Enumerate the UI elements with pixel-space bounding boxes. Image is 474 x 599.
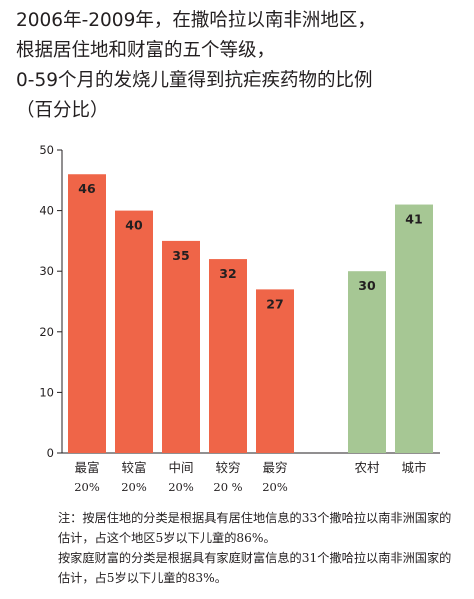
y-tick-label: 10 <box>39 385 54 399</box>
bar-value-label: 35 <box>172 248 189 263</box>
title-line-4: （百分比） <box>16 100 109 121</box>
footnote: 注：按居住地的分类是根据具有居住地信息的33个撒哈拉以南非洲国家的估计，占这个地… <box>58 508 463 588</box>
x-category-share-label: 20% <box>168 480 194 494</box>
bar-wealth <box>256 289 294 453</box>
y-tick-label: 50 <box>39 143 54 157</box>
bar-chart: 0 10 20 30 40 50 46 最富 20% 40 较富 20% 35 中间 20% 32 较穷 20 %… <box>39 143 440 494</box>
y-tick-label: 30 <box>39 264 54 278</box>
x-category-label: 较富 <box>121 460 146 475</box>
footnote-wealth: 按家庭财富的分类是根据具有家庭财富信息的31个撒哈拉以南非洲国家的估计，占5岁以… <box>58 551 452 585</box>
title-line-1: 2006年-2009年，在撒哈拉以南非洲地区， <box>16 10 376 31</box>
bar-residence <box>348 271 386 453</box>
title-line-2: 根据居住地和财富的五个等级， <box>16 40 276 61</box>
x-category-share-label: 20% <box>121 480 147 494</box>
bar-value-label: 40 <box>125 218 143 233</box>
bar-wealth <box>209 259 247 453</box>
title-line-3: 0-59个月的发烧儿童得到抗疟疾药物的比例 <box>16 70 373 91</box>
bar-value-label: 46 <box>78 181 96 196</box>
chart-title: 2006年-2009年，在撒哈拉以南非洲地区， 根据居住地和财富的五个等级， 0… <box>16 6 466 126</box>
bar-value-label: 41 <box>405 212 422 227</box>
x-category-label: 最富 <box>74 460 99 475</box>
bar-value-label: 27 <box>266 296 283 311</box>
y-tick-label: 40 <box>39 204 54 218</box>
bar-wealth <box>68 174 106 454</box>
x-category-share-label: 20% <box>74 480 100 494</box>
x-category-share-label: 20 % <box>213 480 242 494</box>
bar-wealth <box>115 210 153 453</box>
y-tick-label: 20 <box>39 325 54 339</box>
x-category-share-label: 20% <box>262 480 288 494</box>
bar-residence <box>395 204 433 453</box>
x-category-label: 中间 <box>168 460 193 475</box>
x-category-label: 农村 <box>354 460 380 475</box>
x-category-label: 较穷 <box>215 460 240 475</box>
footnote-residence: 注：按居住地的分类是根据具有居住地信息的33个撒哈拉以南非洲国家的估计，占这个地… <box>58 511 452 545</box>
x-category-label: 城市 <box>401 460 426 475</box>
x-category-label: 最穷 <box>262 460 287 475</box>
bar-wealth <box>162 240 200 453</box>
bar-value-label: 32 <box>219 266 236 281</box>
y-tick-label: 0 <box>47 446 54 460</box>
bar-value-label: 30 <box>358 278 376 293</box>
